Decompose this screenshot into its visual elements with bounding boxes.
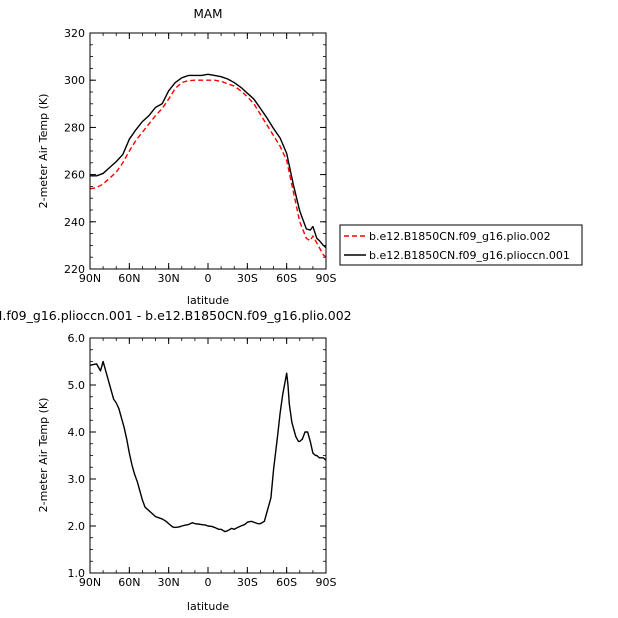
legend: b.e12.B1850CN.f09_g16.plio.002 b.e12.B18… bbox=[339, 224, 583, 266]
bottom-x-tick-label: 0 bbox=[205, 576, 212, 589]
top-y-tick-label: 320 bbox=[64, 27, 85, 40]
top-plot-area: 90N 60N 30N 0 30S 60S 90S 220 240 260 280 300 320 bbox=[64, 27, 337, 285]
bottom-x-tick-label: 30N bbox=[158, 576, 180, 589]
top-x-tick-label: 30N bbox=[158, 272, 180, 285]
bottom-x-axis-label: latitude bbox=[187, 600, 229, 613]
bottom-y-axis-label: 2-meter Air Temp (K) bbox=[37, 398, 50, 513]
bottom-y-tick-label: 5.0 bbox=[68, 379, 86, 392]
bottom-plot-area: 90N 60N 30N 0 30S 60S 90S 1.0 2.0 3.0 4.0 5.0 6.0 bbox=[68, 332, 337, 589]
bottom-y-tick-label: 6.0 bbox=[68, 332, 86, 345]
bottom-series-line-0 bbox=[89, 360, 327, 533]
top-x-tick-label: 90S bbox=[316, 272, 337, 285]
top-chart-title: MAM bbox=[194, 7, 223, 21]
bottom-plot-frame bbox=[89, 337, 327, 574]
bottom-x-tick-label: 30S bbox=[237, 576, 258, 589]
top-y-tick-label: 220 bbox=[64, 263, 85, 276]
bottom-y-tick-label: 1.0 bbox=[68, 567, 86, 580]
top-series-line-0 bbox=[89, 79, 327, 258]
bottom-y-tick-label: 4.0 bbox=[68, 426, 86, 439]
legend-label-plio: b.e12.B1850CN.f09_g16.plio.002 bbox=[369, 230, 551, 243]
bottom-y-tick-label: 3.0 bbox=[68, 473, 86, 486]
top-chart-panel: MAM 90N 60N 30N 0 30S 60S 90S 220 240 260 280 300 32… bbox=[37, 7, 583, 307]
top-series-line-1 bbox=[90, 73, 327, 249]
top-y-tick-label: 240 bbox=[64, 216, 85, 229]
bottom-chart-panel: b.e12.B1850CN.f09_g16.plioccn.001 - b.e1… bbox=[0, 308, 352, 613]
bottom-y-tick-label: 2.0 bbox=[68, 520, 86, 533]
legend-frame bbox=[339, 224, 583, 266]
top-x-tick-label: 0 bbox=[205, 272, 212, 285]
top-plot-frame bbox=[89, 32, 327, 270]
top-y-tick-label: 280 bbox=[64, 121, 85, 134]
bottom-chart-title: b.e12.B1850CN.f09_g16.plioccn.001 - b.e1… bbox=[0, 308, 352, 323]
top-x-axis-label: latitude bbox=[187, 294, 229, 307]
bottom-x-tick-label: 90N bbox=[79, 576, 101, 589]
top-x-tick-label: 30S bbox=[237, 272, 258, 285]
top-y-tick-label: 300 bbox=[64, 74, 85, 87]
top-y-tick-label: 260 bbox=[64, 169, 85, 182]
top-x-tick-label: 60N bbox=[118, 272, 140, 285]
top-x-tick-label: 60S bbox=[276, 272, 297, 285]
bottom-x-tick-label: 60N bbox=[118, 576, 140, 589]
legend-label-plioccn: b.e12.B1850CN.f09_g16.plioccn.001 bbox=[369, 249, 570, 262]
top-x-tick-label: 90N bbox=[79, 272, 101, 285]
bottom-x-tick-label: 60S bbox=[276, 576, 297, 589]
bottom-x-tick-label: 90S bbox=[316, 576, 337, 589]
top-y-axis-label: 2-meter Air Temp (K) bbox=[37, 94, 50, 209]
